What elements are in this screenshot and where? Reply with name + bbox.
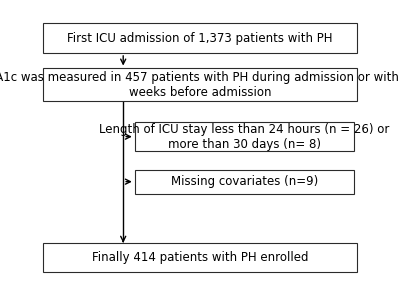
FancyBboxPatch shape: [135, 122, 354, 151]
FancyBboxPatch shape: [42, 23, 358, 53]
FancyBboxPatch shape: [135, 170, 354, 194]
Text: Finally 414 patients with PH enrolled: Finally 414 patients with PH enrolled: [92, 251, 308, 264]
Text: Missing covariates (n=9): Missing covariates (n=9): [170, 175, 318, 188]
FancyBboxPatch shape: [42, 69, 358, 101]
Text: Length of ICU stay less than 24 hours (n = 26) or
more than 30 days (n= 8): Length of ICU stay less than 24 hours (n…: [99, 123, 389, 151]
FancyBboxPatch shape: [42, 243, 358, 272]
Text: HbA1c was measured in 457 patients with PH during admission or within 2
weeks be: HbA1c was measured in 457 patients with …: [0, 71, 400, 99]
Text: First ICU admission of 1,373 patients with PH: First ICU admission of 1,373 patients wi…: [67, 32, 333, 45]
